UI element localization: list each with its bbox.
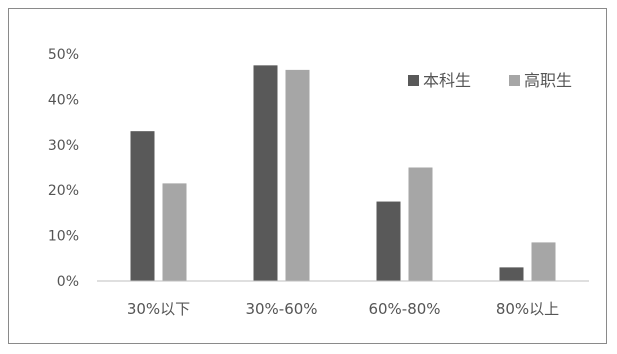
y-tick-label: 40% bbox=[48, 92, 79, 108]
y-tick-label: 30% bbox=[48, 138, 79, 154]
y-tick-label: 50% bbox=[48, 47, 79, 63]
legend-label: 本科生 bbox=[423, 71, 471, 90]
x-axis: 30%以下 30%-60% 60%-80% 80%以上 bbox=[127, 300, 559, 318]
bar-series2 bbox=[408, 167, 433, 281]
y-tick-label: 10% bbox=[48, 229, 79, 245]
bar-chart: 0% 10% 20% 30% 40% 50% 30%以下 30%-60% 60%-80% 80%… bbox=[48, 47, 589, 318]
bar-series1 bbox=[376, 201, 401, 281]
bar-series1 bbox=[253, 65, 278, 281]
legend-swatch bbox=[408, 75, 419, 86]
legend-label: 高职生 bbox=[524, 71, 572, 90]
bar-series1 bbox=[130, 131, 155, 281]
bar-series2 bbox=[531, 242, 556, 281]
x-category-label: 60%-80% bbox=[368, 300, 440, 318]
bar-series2 bbox=[162, 183, 187, 281]
legend-swatch bbox=[509, 75, 520, 86]
x-category-label: 30%-60% bbox=[245, 300, 317, 318]
bar-series2 bbox=[285, 69, 310, 281]
chart-frame: 0% 10% 20% 30% 40% 50% 30%以下 30%-60% 60%-80% 80%… bbox=[8, 8, 607, 344]
bar-series1 bbox=[499, 267, 524, 281]
legend: 本科生 高职生 bbox=[408, 71, 572, 90]
x-category-label: 80%以上 bbox=[496, 300, 559, 318]
x-category-label: 30%以下 bbox=[127, 300, 190, 318]
y-axis: 0% 10% 20% 30% 40% 50% bbox=[48, 47, 79, 290]
y-tick-label: 20% bbox=[48, 183, 79, 199]
bars bbox=[130, 65, 556, 281]
y-tick-label: 0% bbox=[57, 274, 79, 290]
